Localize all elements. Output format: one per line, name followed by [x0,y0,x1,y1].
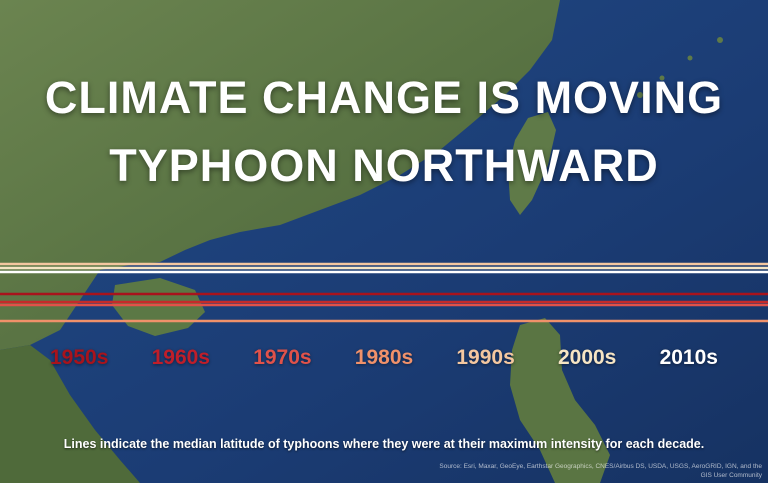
legend-2000s: 2000s [557,346,617,369]
map-attribution: Source: Esri, Maxar, GeoEye, Earthstar G… [439,463,762,479]
legend-1980s: 1980s [354,346,414,369]
ryukyu-island [659,75,665,81]
page-title-line-2: TYPHOON NORTHWARD [109,140,659,191]
luzon [510,318,610,483]
decade-legend: 1950s 1960s 1970s 1980s 1990s 2000s 2010… [50,346,718,370]
legend-1950s: 1950s [50,346,109,369]
ryukyu-island [637,92,643,98]
legend-2010s: 2010s [659,346,718,369]
legend-1960s: 1960s [151,346,210,369]
ryukyu-island [717,37,723,43]
vietnam [0,345,140,483]
ryukyu-island [687,55,693,61]
mainland-china [0,0,560,350]
page-title-line-1: CLIMATE CHANGE IS MOVING [44,72,724,123]
legend-1970s: 1970s [253,346,312,369]
legend-1990s: 1990s [456,346,515,369]
taiwan [508,112,556,215]
caption: Lines indicate the median latitude of ty… [63,437,705,451]
